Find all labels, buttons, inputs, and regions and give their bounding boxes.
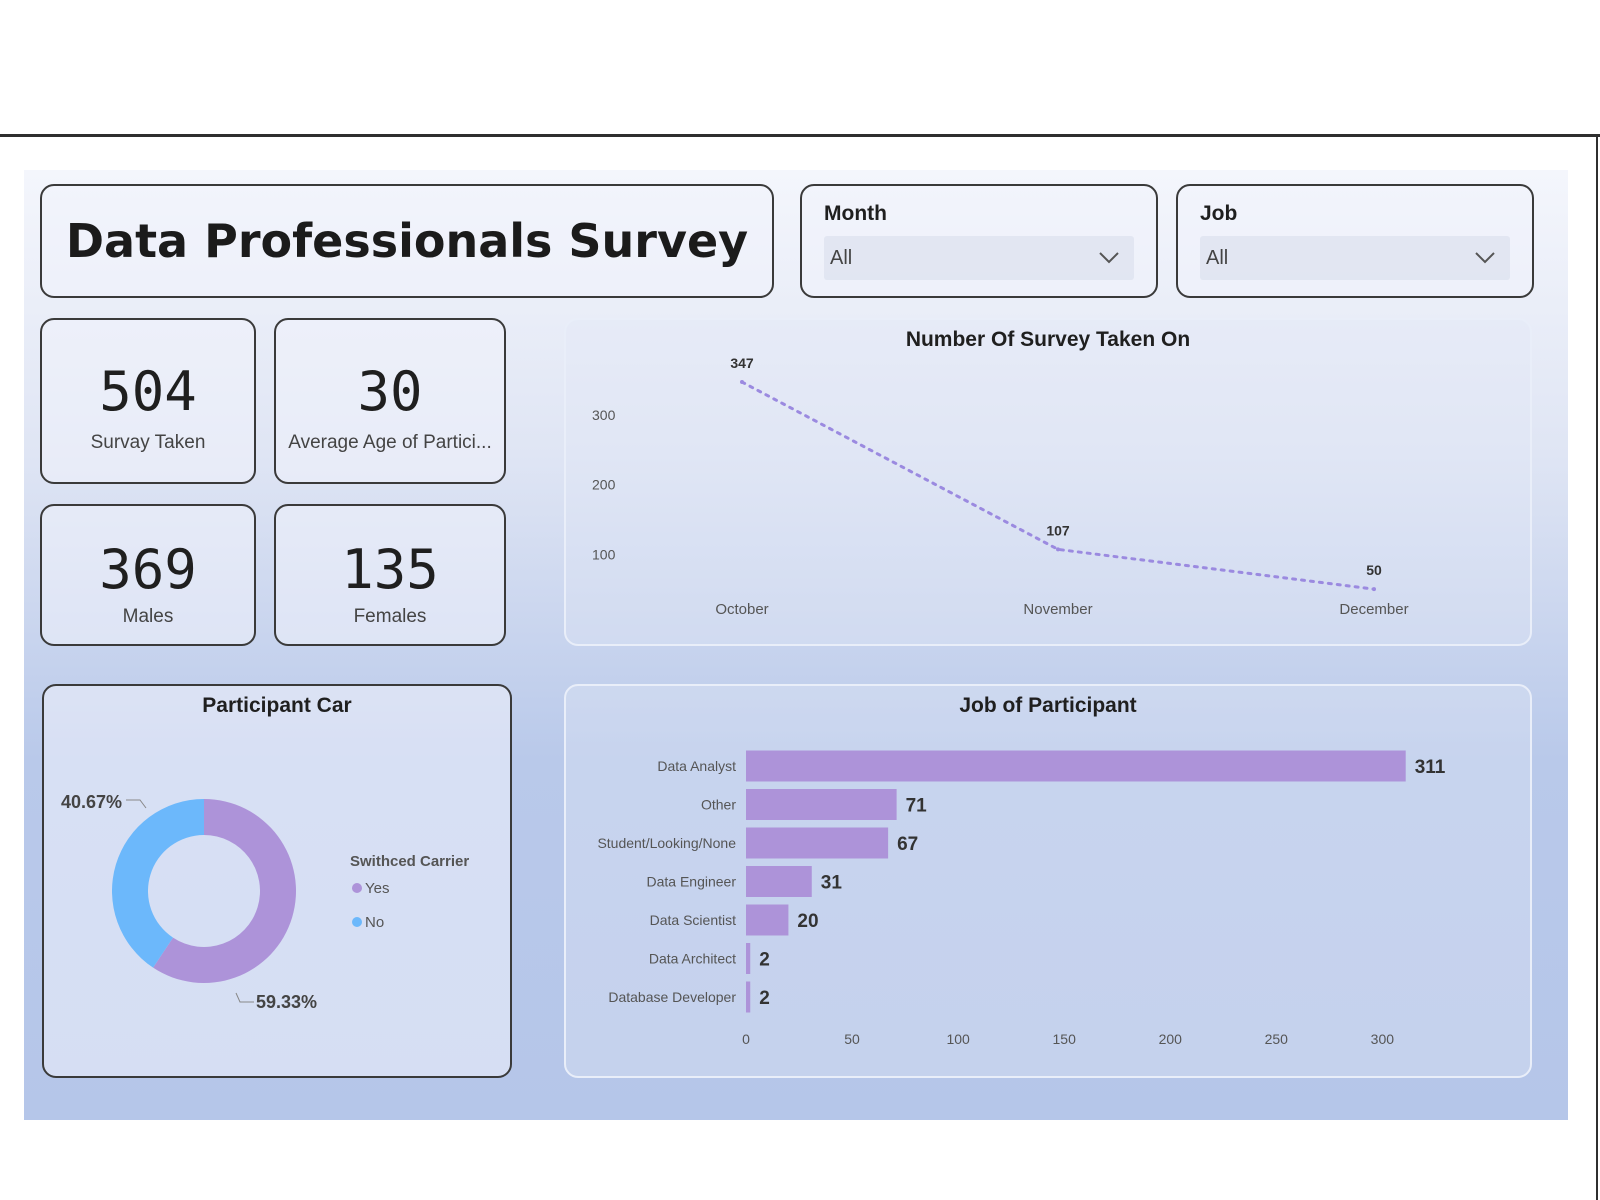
- kpi-label: Average Age of Partici...: [288, 432, 492, 453]
- data-label: 2: [759, 988, 770, 1009]
- line-chart-title: Number Of Survey Taken On: [905, 328, 1191, 351]
- month-dropdown[interactable]: All: [824, 236, 1134, 280]
- data-label: 107: [1046, 522, 1070, 538]
- kpi-survey-taken: 504 Survay Taken: [40, 318, 256, 484]
- job-bar-chart: Data Analyst 311 Other 71 Student/Looking/No…: [597, 750, 1446, 1047]
- kpi-females: 135 Females: [274, 504, 506, 646]
- bar: [746, 789, 897, 820]
- kpi-value: 504: [99, 360, 197, 423]
- legend-title: Swithced Carrier: [350, 853, 469, 870]
- x-tick-label: October: [715, 601, 768, 618]
- right-divider: [1596, 134, 1598, 1200]
- kpi-value: 135: [341, 538, 439, 601]
- donut-slice: [112, 799, 204, 968]
- job-slicer-label: Job: [1200, 202, 1238, 225]
- data-label: 67: [897, 834, 918, 855]
- x-tick-label: 100: [946, 1031, 970, 1047]
- bar: [746, 904, 789, 936]
- kpi-label: Females: [353, 606, 427, 627]
- category-label: Other: [701, 797, 736, 813]
- data-point: [1372, 587, 1376, 592]
- kpi-label: Survay Taken: [90, 432, 206, 453]
- donut-slice: [153, 799, 297, 983]
- data-point: [740, 380, 744, 385]
- kpi-label: Males: [122, 606, 174, 627]
- legend-label: Yes: [365, 880, 389, 897]
- job-slicer: Job All: [1176, 184, 1534, 298]
- page-title: Data Professionals Survey: [65, 214, 749, 268]
- bar-chart-title: Job of Participant: [959, 694, 1137, 717]
- y-tick-label: 300: [592, 407, 616, 423]
- category-label: Database Developer: [608, 989, 736, 1005]
- data-point: [1056, 547, 1060, 552]
- x-tick-label: 150: [1053, 1031, 1077, 1047]
- top-divider: [0, 134, 1600, 137]
- data-label: 40.67%: [61, 792, 122, 812]
- legend-marker: [352, 883, 362, 893]
- bar: [746, 866, 812, 897]
- chevron-down-icon: [1099, 252, 1119, 264]
- x-tick-label: 250: [1265, 1031, 1289, 1047]
- participant-car-card: Participant Car 59.33% 40.67% Swithced Car…: [42, 684, 512, 1078]
- data-label: 311: [1415, 757, 1446, 778]
- bar: [746, 943, 751, 974]
- leader-line: [235, 992, 254, 1003]
- title-card: Data Professionals Survey: [40, 184, 774, 298]
- category-label: Data Architect: [649, 951, 736, 967]
- category-label: Data Engineer: [646, 874, 736, 890]
- x-tick-label: 50: [844, 1031, 860, 1047]
- survey-line-chart: 100 200 300 347 October 107 November 50 December: [592, 355, 1409, 618]
- data-label: 347: [730, 355, 754, 371]
- data-label: 20: [797, 911, 818, 932]
- data-label: 59.33%: [256, 992, 317, 1012]
- kpi-males: 369 Males: [40, 504, 256, 646]
- data-label: 2: [759, 950, 770, 971]
- bar: [746, 750, 1406, 782]
- category-label: Data Analyst: [657, 758, 736, 774]
- chevron-down-icon: [1475, 252, 1495, 264]
- legend-marker: [352, 917, 362, 927]
- data-label: 71: [906, 796, 928, 817]
- month-dropdown-value: All: [830, 246, 853, 269]
- legend-label: No: [365, 914, 384, 931]
- category-label: Data Scientist: [650, 912, 736, 928]
- x-tick-label: 300: [1371, 1031, 1395, 1047]
- pie-chart-title: Participant Car: [202, 694, 352, 717]
- month-slicer-label: Month: [824, 202, 887, 225]
- series-line: [740, 380, 1376, 591]
- leader-line: [126, 799, 147, 809]
- x-tick-label: 0: [742, 1031, 750, 1047]
- category-label: Student/Looking/None: [597, 835, 736, 851]
- job-dropdown[interactable]: All: [1200, 236, 1510, 280]
- bar: [746, 827, 889, 859]
- job-bar-chart-card: Job of Participant Data Analyst 311 Other 7…: [564, 684, 1532, 1078]
- x-tick-label: November: [1023, 601, 1092, 618]
- kpi-average-age: 30 Average Age of Partici...: [274, 318, 506, 484]
- survey-line-chart-card: Number Of Survey Taken On 100 200 300 347 Oc…: [564, 318, 1532, 646]
- bar: [746, 981, 751, 1013]
- carrier-donut-chart: 59.33% 40.67% Swithced Carrier Yes No: [61, 792, 469, 1012]
- kpi-value: 30: [357, 360, 423, 423]
- data-label: 31: [821, 873, 843, 894]
- job-dropdown-value: All: [1206, 246, 1229, 269]
- month-slicer: Month All: [800, 184, 1158, 298]
- x-tick-label: 200: [1159, 1031, 1183, 1047]
- y-tick-label: 100: [592, 546, 616, 562]
- x-tick-label: December: [1339, 601, 1408, 618]
- kpi-value: 369: [99, 538, 197, 601]
- y-tick-label: 200: [592, 477, 616, 493]
- dashboard-canvas: Data Professionals Survey Month All Job …: [24, 170, 1568, 1120]
- data-label: 50: [1366, 562, 1382, 578]
